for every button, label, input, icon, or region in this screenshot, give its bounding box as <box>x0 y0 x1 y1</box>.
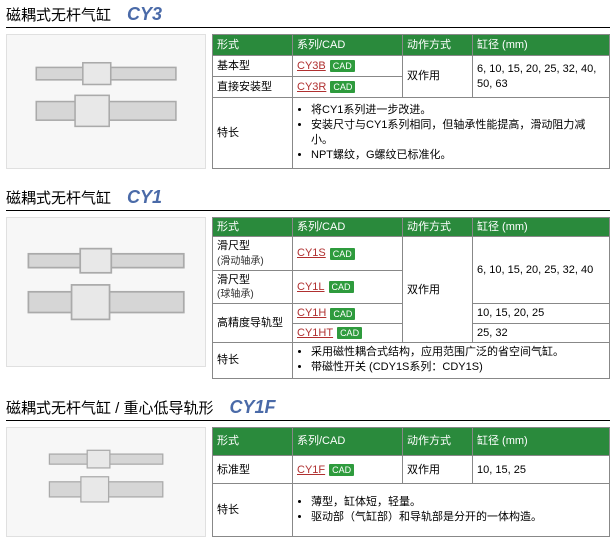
table-header: 形式 <box>213 427 293 455</box>
feature-label: 特长 <box>213 343 293 379</box>
product-image <box>6 427 206 537</box>
cell-series: CY3B CAD <box>293 56 403 77</box>
feature-item: 薄型，缸体短，轻量。 <box>311 495 605 509</box>
feature-row: 特长将CY1系列进一步改进。安装尺寸与CY1系列相同，但轴承性能提高，滑动阻力减… <box>213 98 610 169</box>
cell-form: 标准型 <box>213 456 293 484</box>
cell-bore: 25, 32 <box>473 323 610 342</box>
table-header: 系列/CAD <box>293 35 403 56</box>
cell-series: CY1S CAD <box>293 237 403 271</box>
table-header: 动作方式 <box>403 427 473 455</box>
product-image <box>6 34 206 169</box>
feature-content: 薄型，缸体短，轻量。驱动部（气缸部）和导轨部是分开的一体构造。 <box>293 484 610 536</box>
cad-badge[interactable]: CAD <box>330 308 355 320</box>
series-link[interactable]: CY1S <box>297 247 326 259</box>
series-link[interactable]: CY3R <box>297 81 326 93</box>
section-title-code: CY3 <box>127 4 162 24</box>
feature-row: 特长采用磁性耦合式结构，应用范围广泛的省空间气缸。带磁性开关 (CDY1S系列：… <box>213 343 610 379</box>
product-image <box>6 217 206 367</box>
cad-badge[interactable]: CAD <box>330 248 355 260</box>
series-link[interactable]: CY1H <box>297 307 326 319</box>
section-header: 磁耦式无杆气缸 CY1 <box>6 187 610 211</box>
feature-item: 将CY1系列进一步改进。 <box>311 103 605 117</box>
feature-row: 特长薄型，缸体短，轻量。驱动部（气缸部）和导轨部是分开的一体构造。 <box>213 484 610 536</box>
section-title-code: CY1F <box>230 397 276 417</box>
section-body: 形式系列/CAD动作方式缸径 (mm) 滑尺型(滑动轴承) CY1S CAD 双作用6,… <box>6 217 610 379</box>
section-title-zh: 磁耦式无杆气缸 / 重心低导轨形 <box>6 400 214 417</box>
section-title-zh: 磁耦式无杆气缸 <box>6 7 111 24</box>
cell-series: CY1L CAD <box>293 270 403 304</box>
series-link[interactable]: CY3B <box>297 60 326 72</box>
table-header: 系列/CAD <box>293 218 403 237</box>
section-title-code: CY1 <box>127 187 162 207</box>
cell-series: CY1F CAD <box>293 456 403 484</box>
cad-badge[interactable]: CAD <box>330 60 355 72</box>
cell-form: 直接安装型 <box>213 77 293 98</box>
series-link[interactable]: CY1F <box>297 464 325 476</box>
cad-badge[interactable]: CAD <box>330 81 355 93</box>
spec-table: 形式系列/CAD动作方式缸径 (mm) 滑尺型(滑动轴承) CY1S CAD 双作用6,… <box>212 217 610 379</box>
cad-badge[interactable]: CAD <box>337 327 362 339</box>
cell-action: 双作用 <box>403 56 473 98</box>
cell-series: CY1HT CAD <box>293 323 403 342</box>
series-link[interactable]: CY1HT <box>297 327 333 339</box>
feature-content: 将CY1系列进一步改进。安装尺寸与CY1系列相同，但轴承性能提高，滑动阻力减小。… <box>293 98 610 169</box>
cell-series: CY1H CAD <box>293 304 403 323</box>
cad-badge[interactable]: CAD <box>329 464 354 476</box>
table-header: 动作方式 <box>403 35 473 56</box>
feature-item: 安装尺寸与CY1系列相同，但轴承性能提高，滑动阻力减小。 <box>311 118 605 147</box>
table-row: 滑尺型(滑动轴承)CY1SCAD双作用6, 10, 15, 20, 25, 32… <box>213 237 610 271</box>
product-section: 磁耦式无杆气缸 / 重心低导轨形 CY1F 形式系列/CAD动作方式缸径 (mm) 标… <box>6 397 610 537</box>
section-body: 形式系列/CAD动作方式缸径 (mm) 基本型 CY3B CAD 双作用6, 10, 1… <box>6 34 610 169</box>
cell-form: 滑尺型(球轴承) <box>213 270 293 304</box>
cad-badge[interactable]: CAD <box>329 281 354 293</box>
feature-item: 带磁性开关 (CDY1S系列：CDY1S) <box>311 360 605 374</box>
table-header: 缸径 (mm) <box>473 35 610 56</box>
series-link[interactable]: CY1L <box>297 281 325 293</box>
table-row: 基本型CY3BCAD双作用6, 10, 15, 20, 25, 32, 40, … <box>213 56 610 77</box>
table-header: 动作方式 <box>403 218 473 237</box>
feature-item: 驱动部（气缸部）和导轨部是分开的一体构造。 <box>311 510 605 524</box>
table-header: 系列/CAD <box>293 427 403 455</box>
cell-form: 滑尺型(滑动轴承) <box>213 237 293 271</box>
cell-form: 基本型 <box>213 56 293 77</box>
feature-label: 特长 <box>213 484 293 536</box>
product-section: 磁耦式无杆气缸 CY3 形式系列/CAD动作方式缸径 (mm) 基本型 CY3B CAD 双… <box>6 4 610 169</box>
table-header: 形式 <box>213 218 293 237</box>
table-header: 形式 <box>213 35 293 56</box>
feature-item: NPT螺纹，G螺纹已标准化。 <box>311 148 605 162</box>
table-header: 缸径 (mm) <box>473 427 610 455</box>
feature-item: 采用磁性耦合式结构，应用范围广泛的省空间气缸。 <box>311 345 605 359</box>
table-row: 标准型 CY1F CAD 双作用10, 15, 25 <box>213 456 610 484</box>
table-header: 缸径 (mm) <box>473 218 610 237</box>
product-section: 磁耦式无杆气缸CY1形式系列/CAD动作方式缸径 (mm)滑尺型(滑动轴承)CY… <box>6 187 610 379</box>
cell-bore: 10, 15, 25 <box>473 456 610 484</box>
spec-table: 形式系列/CAD动作方式缸径 (mm) 标准型 CY1F CAD 双作用10, 15, … <box>212 427 610 537</box>
cell-form: 高精度导轨型 <box>213 304 293 343</box>
cell-bore: 6, 10, 15, 20, 25, 32, 40 <box>473 237 610 304</box>
cell-bore: 6, 10, 15, 20, 25, 32, 40, 50, 63 <box>473 56 610 98</box>
cell-action: 双作用 <box>403 456 473 484</box>
spec-table: 形式系列/CAD动作方式缸径 (mm) 基本型 CY3B CAD 双作用6, 10, 1… <box>212 34 610 169</box>
feature-content: 采用磁性耦合式结构，应用范围广泛的省空间气缸。带磁性开关 (CDY1S系列：CD… <box>293 343 610 379</box>
cell-bore: 10, 15, 20, 25 <box>473 304 610 323</box>
section-body: 形式系列/CAD动作方式缸径 (mm) 标准型 CY1F CAD 双作用10, 15, … <box>6 427 610 537</box>
section-header: 磁耦式无杆气缸 / 重心低导轨形 CY1F <box>6 397 610 421</box>
feature-label: 特长 <box>213 98 293 169</box>
section-title-zh: 磁耦式无杆气缸 <box>6 190 111 207</box>
cell-action: 双作用 <box>403 237 473 343</box>
section-header: 磁耦式无杆气缸 CY3 <box>6 4 610 28</box>
cell-series: CY3R CAD <box>293 77 403 98</box>
